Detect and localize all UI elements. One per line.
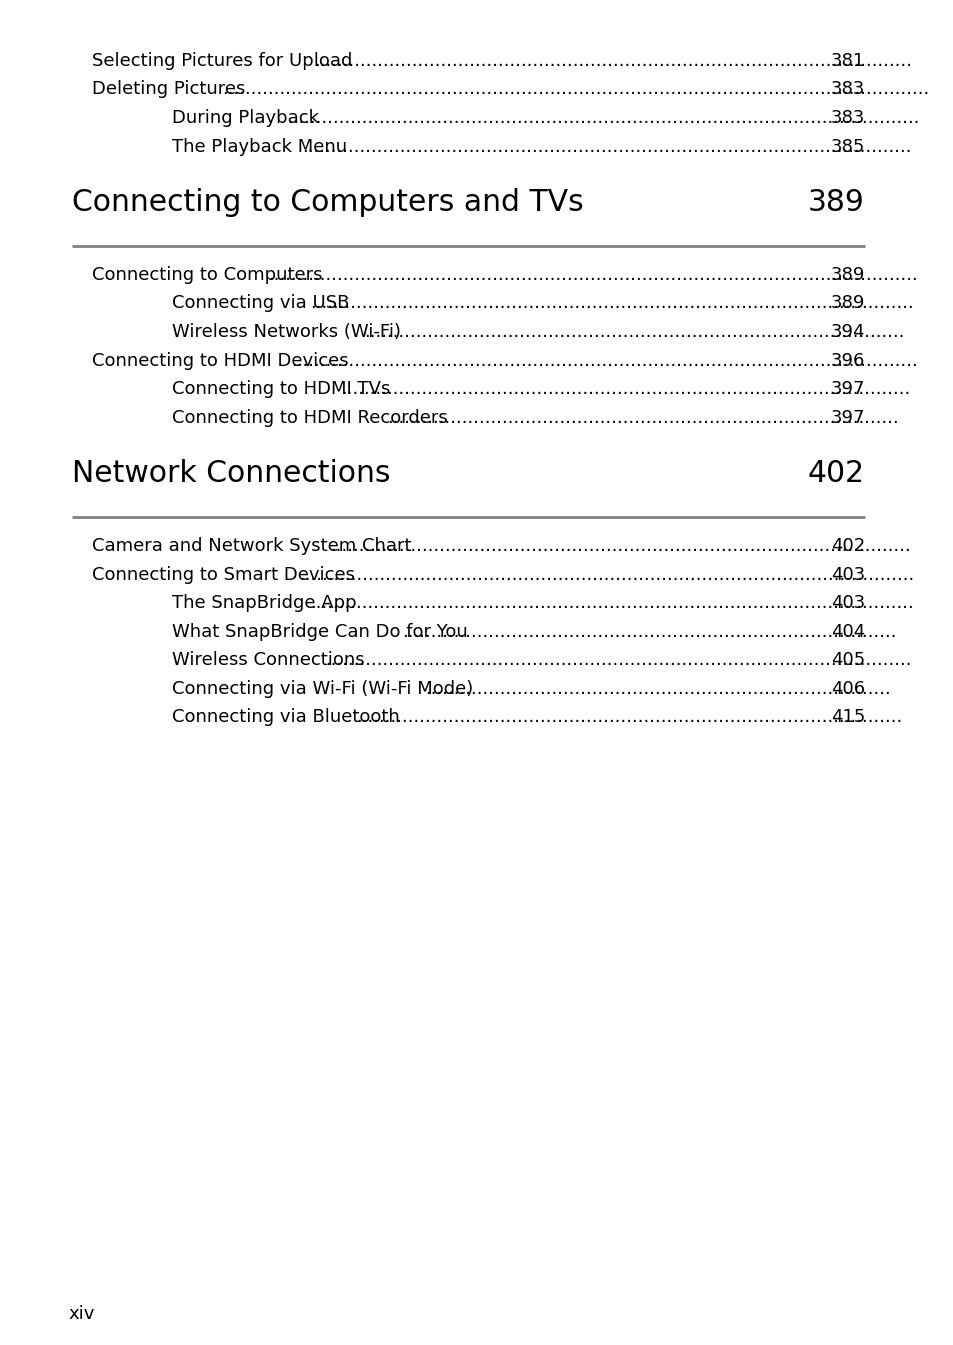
Text: ................................................................................: ........................................… xyxy=(310,594,913,612)
Text: ................................................................................: ........................................… xyxy=(292,351,918,370)
Text: 383: 383 xyxy=(830,81,864,98)
Text: Connecting via Bluetooth: Connecting via Bluetooth xyxy=(172,707,399,726)
Text: 389: 389 xyxy=(830,295,864,312)
Text: 403: 403 xyxy=(830,594,864,612)
Text: ................................................................................: ........................................… xyxy=(222,81,929,98)
Text: ................................................................................: ........................................… xyxy=(325,651,911,668)
Text: Connecting to Computers: Connecting to Computers xyxy=(91,266,322,284)
Text: 402: 402 xyxy=(807,459,864,488)
Text: xiv: xiv xyxy=(68,1305,94,1323)
Text: The SnapBridge App: The SnapBridge App xyxy=(172,594,356,612)
Text: Connecting to Smart Devices: Connecting to Smart Devices xyxy=(91,565,355,584)
Text: What SnapBridge Can Do for You: What SnapBridge Can Do for You xyxy=(172,623,467,640)
Text: ................................................................................: ........................................… xyxy=(363,323,903,342)
Text: Camera and Network System Chart: Camera and Network System Chart xyxy=(91,537,411,555)
Text: ................................................................................: ........................................… xyxy=(268,266,918,284)
Text: ................................................................................: ........................................… xyxy=(387,409,898,426)
Text: ................................................................................: ........................................… xyxy=(425,679,890,698)
Text: 405: 405 xyxy=(830,651,864,668)
Text: Connecting to Computers and TVs: Connecting to Computers and TVs xyxy=(71,188,583,217)
Text: Deleting Pictures: Deleting Pictures xyxy=(91,81,245,98)
Text: ................................................................................: ........................................… xyxy=(302,137,911,156)
Text: Wireless Networks (Wi-Fi): Wireless Networks (Wi-Fi) xyxy=(172,323,400,342)
Text: Network Connections: Network Connections xyxy=(71,459,390,488)
Text: 389: 389 xyxy=(807,188,864,217)
Text: 415: 415 xyxy=(830,707,864,726)
Text: 383: 383 xyxy=(830,109,864,126)
Text: ................................................................................: ........................................… xyxy=(287,109,919,126)
Text: Wireless Connections: Wireless Connections xyxy=(172,651,364,668)
Text: ................................................................................: ........................................… xyxy=(299,565,914,584)
Text: During Playback: During Playback xyxy=(172,109,318,126)
Text: 402: 402 xyxy=(830,537,864,555)
Text: ................................................................................: ........................................… xyxy=(355,707,902,726)
Text: Connecting to HDMI Devices: Connecting to HDMI Devices xyxy=(91,351,348,370)
Text: ................................................................................: ........................................… xyxy=(340,381,909,398)
Text: 404: 404 xyxy=(830,623,864,640)
Text: The Playback Menu: The Playback Menu xyxy=(172,137,347,156)
Text: Connecting to HDMI TVs: Connecting to HDMI TVs xyxy=(172,381,390,398)
Text: ................................................................................: ........................................… xyxy=(402,623,896,640)
Text: Connecting via Wi-Fi (Wi-Fi Mode): Connecting via Wi-Fi (Wi-Fi Mode) xyxy=(172,679,473,698)
Text: 406: 406 xyxy=(830,679,864,698)
Text: 396: 396 xyxy=(830,351,864,370)
Text: ................................................................................: ........................................… xyxy=(310,295,913,312)
Text: 389: 389 xyxy=(830,266,864,284)
Text: Connecting via USB: Connecting via USB xyxy=(172,295,349,312)
Text: ................................................................................: ........................................… xyxy=(330,537,910,555)
Text: 385: 385 xyxy=(830,137,864,156)
Text: 397: 397 xyxy=(830,409,864,426)
Text: 381: 381 xyxy=(830,52,864,70)
Text: 394: 394 xyxy=(830,323,864,342)
Text: Selecting Pictures for Upload: Selecting Pictures for Upload xyxy=(91,52,352,70)
Text: 403: 403 xyxy=(830,565,864,584)
Text: 397: 397 xyxy=(830,381,864,398)
Text: Connecting to HDMI Recorders: Connecting to HDMI Recorders xyxy=(172,409,447,426)
Text: ................................................................................: ........................................… xyxy=(314,52,912,70)
